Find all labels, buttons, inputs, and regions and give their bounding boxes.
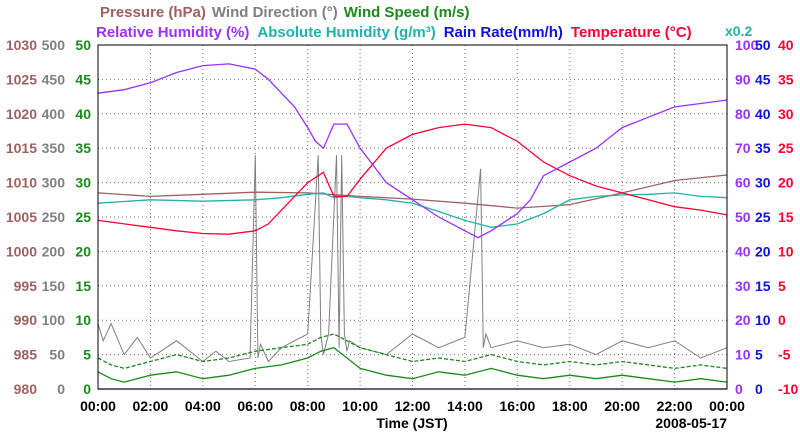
y-tick-label-wind_direction: 0 xyxy=(57,381,65,397)
y-tick-label-pressure: 1010 xyxy=(6,175,37,191)
y-tick-label-wind_speed: 15 xyxy=(75,278,91,294)
legend-label-temperature: Temperature (°C) xyxy=(571,24,692,41)
y-tick-label-temperature: 25 xyxy=(778,140,794,156)
y-tick-label-wind_direction: 450 xyxy=(42,71,66,87)
y-tick-label-wind_direction: 50 xyxy=(49,347,65,363)
y-tick-label-temperature: -5 xyxy=(778,347,791,363)
x-tick-label: 20:00 xyxy=(604,398,640,414)
y-tick-label-pressure: 980 xyxy=(14,381,38,397)
legend-label-rain: Rain Rate(mm/h) xyxy=(444,24,563,41)
y-tick-label-rain: 50 xyxy=(755,37,771,53)
y-tick-label-rain: 15 xyxy=(755,278,771,294)
y-tick-label-wind_speed: 5 xyxy=(83,347,91,363)
y-tick-label-pressure: 1005 xyxy=(6,209,37,225)
y-tick-label-rain: 30 xyxy=(755,175,771,191)
x-tick-label: 00:00 xyxy=(709,398,745,414)
series-line-humidity xyxy=(97,63,728,239)
y-tick-label-humidity: 70 xyxy=(735,140,751,156)
y-tick-label-pressure: 990 xyxy=(14,312,38,328)
y-tick-label-wind_direction: 100 xyxy=(42,312,66,328)
series-line-wind_direction xyxy=(97,155,728,363)
y-tick-label-wind_speed: 35 xyxy=(75,140,91,156)
y-tick-label-rain: 5 xyxy=(755,347,763,363)
y-tick-label-wind_speed: 30 xyxy=(75,175,91,191)
y-tick-label-rain: 10 xyxy=(755,312,771,328)
y-tick-label-wind_direction: 150 xyxy=(42,278,66,294)
series-line-abs_humidity xyxy=(97,192,728,228)
x-tick-label: 00:00 xyxy=(80,398,116,414)
y-tick-label-temperature: 0 xyxy=(778,312,786,328)
legend-label-abs_humidity: Absolute Humidity (g/m³) xyxy=(257,24,435,41)
y-tick-label-temperature: 20 xyxy=(778,175,794,191)
y-tick-label-humidity: 50 xyxy=(735,209,751,225)
y-tick-label-wind_direction: 250 xyxy=(42,209,66,225)
y-tick-label-wind_speed: 20 xyxy=(75,243,91,259)
y-tick-label-pressure: 985 xyxy=(14,347,38,363)
y-tick-label-humidity: 30 xyxy=(735,278,751,294)
y-tick-label-temperature: 5 xyxy=(778,278,786,294)
y-tick-label-rain: 20 xyxy=(755,243,771,259)
y-tick-label-wind_speed: 25 xyxy=(75,209,91,225)
abs-humidity-factor-label: x0.2 xyxy=(725,23,752,39)
y-tick-label-wind_speed: 0 xyxy=(83,381,91,397)
y-tick-label-temperature: 35 xyxy=(778,71,794,87)
legend-label-pressure: Pressure (hPa) xyxy=(100,4,206,21)
y-tick-label-rain: 45 xyxy=(755,71,771,87)
y-tick-label-wind_direction: 200 xyxy=(42,243,66,259)
x-tick-label: 12:00 xyxy=(395,398,431,414)
y-tick-label-humidity: 60 xyxy=(735,175,751,191)
y-tick-label-wind_speed: 40 xyxy=(75,106,91,122)
y-tick-label-rain: 35 xyxy=(755,140,771,156)
series-line-wind_speed-gust xyxy=(97,333,728,370)
y-tick-label-temperature: 10 xyxy=(778,243,794,259)
y-tick-label-wind_speed: 45 xyxy=(75,71,91,87)
y-tick-label-wind_speed: 10 xyxy=(75,312,91,328)
y-tick-label-pressure: 1000 xyxy=(6,243,37,259)
y-tick-label-temperature: 15 xyxy=(778,209,794,225)
y-tick-label-rain: 0 xyxy=(755,381,763,397)
legend-label-wind_speed: Wind Speed (m/s) xyxy=(344,4,470,21)
y-tick-label-humidity: 80 xyxy=(735,106,751,122)
y-tick-label-humidity: 20 xyxy=(735,312,751,328)
y-tick-label-humidity: 0 xyxy=(735,381,743,397)
y-tick-label-temperature: -10 xyxy=(778,381,798,397)
y-tick-label-pressure: 995 xyxy=(14,278,38,294)
y-tick-label-pressure: 1030 xyxy=(6,37,37,53)
x-tick-label: 08:00 xyxy=(290,398,326,414)
y-tick-label-wind_direction: 300 xyxy=(42,175,66,191)
y-tick-label-temperature: 40 xyxy=(778,37,794,53)
y-tick-label-pressure: 1025 xyxy=(6,71,37,87)
y-tick-label-wind_speed: 50 xyxy=(75,37,91,53)
x-tick-label: 18:00 xyxy=(552,398,588,414)
x-tick-label: 16:00 xyxy=(499,398,535,414)
x-tick-label: 22:00 xyxy=(657,398,693,414)
y-tick-label-humidity: 10 xyxy=(735,347,751,363)
y-tick-label-humidity: 90 xyxy=(735,71,751,87)
y-tick-label-humidity: 100 xyxy=(735,37,759,53)
y-tick-label-wind_direction: 400 xyxy=(42,106,66,122)
y-tick-label-humidity: 40 xyxy=(735,243,751,259)
y-tick-label-wind_direction: 500 xyxy=(42,37,66,53)
y-tick-label-pressure: 1020 xyxy=(6,106,37,122)
y-tick-label-pressure: 1015 xyxy=(6,140,37,156)
series-line-wind_speed xyxy=(97,346,728,383)
y-tick-label-wind_direction: 350 xyxy=(42,140,66,156)
x-tick-label: 06:00 xyxy=(237,398,273,414)
x-tick-label: 04:00 xyxy=(185,398,221,414)
y-tick-label-rain: 25 xyxy=(755,209,771,225)
x-tick-label: 02:00 xyxy=(133,398,169,414)
x-tick-label: 10:00 xyxy=(342,398,378,414)
x-tick-label: 14:00 xyxy=(447,398,483,414)
x-axis-label: Time (JST) xyxy=(376,415,447,431)
date-label: 2008-05-17 xyxy=(655,415,727,431)
y-tick-label-rain: 40 xyxy=(755,106,771,122)
y-tick-label-temperature: 30 xyxy=(778,106,794,122)
legend-label-wind_direction: Wind Direction (°) xyxy=(212,4,338,21)
plot-frame xyxy=(97,44,728,390)
legend-label-humidity: Relative Humidity (%) xyxy=(96,24,249,41)
